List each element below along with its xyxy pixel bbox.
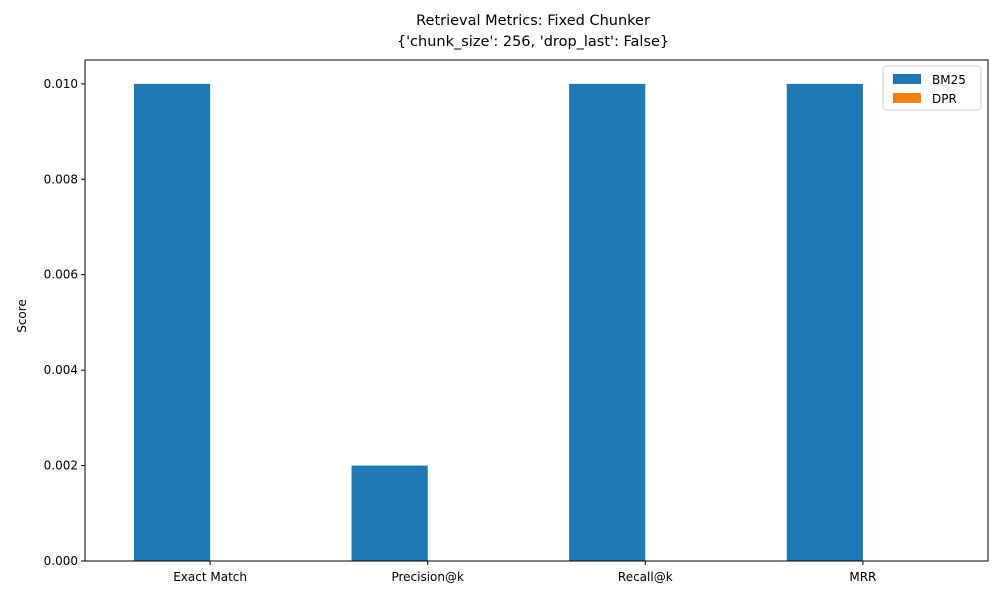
x-tick-label: MRR xyxy=(849,570,876,584)
x-tick-label: Recall@k xyxy=(618,570,673,584)
y-tick-label: 0.000 xyxy=(44,554,78,568)
bar-bm25-1 xyxy=(351,465,428,561)
y-tick-label: 0.004 xyxy=(44,363,78,377)
y-tick-label: 0.008 xyxy=(44,172,78,186)
legend-swatch-bm25 xyxy=(893,74,921,84)
legend-label-dpr: DPR xyxy=(932,92,957,106)
chart-subtitle: {'chunk_size': 256, 'drop_last': False} xyxy=(397,34,669,50)
bar-bm25-0 xyxy=(133,83,211,561)
axes-frame xyxy=(84,59,989,562)
legend-label-bm25: BM25 xyxy=(932,73,966,87)
chart-title: Retrieval Metrics: Fixed Chunker xyxy=(416,13,650,29)
y-tick-label: 0.010 xyxy=(44,77,78,91)
legend-swatch-dpr xyxy=(893,93,921,103)
bar-bm25-2 xyxy=(569,83,646,561)
y-axis-label: Score xyxy=(15,299,29,333)
legend: BM25 DPR xyxy=(882,65,982,111)
y-tick-label: 0.006 xyxy=(44,268,78,282)
plot-area: 0.000 0.002 0.004 0.006 0.008 0.010 Exact Matc… xyxy=(44,59,989,584)
y-tick-label: 0.002 xyxy=(44,459,78,473)
x-tick-label: Precision@k xyxy=(391,570,464,584)
x-tick-label: Exact Match xyxy=(173,570,247,584)
bar-bm25-3 xyxy=(786,83,863,561)
